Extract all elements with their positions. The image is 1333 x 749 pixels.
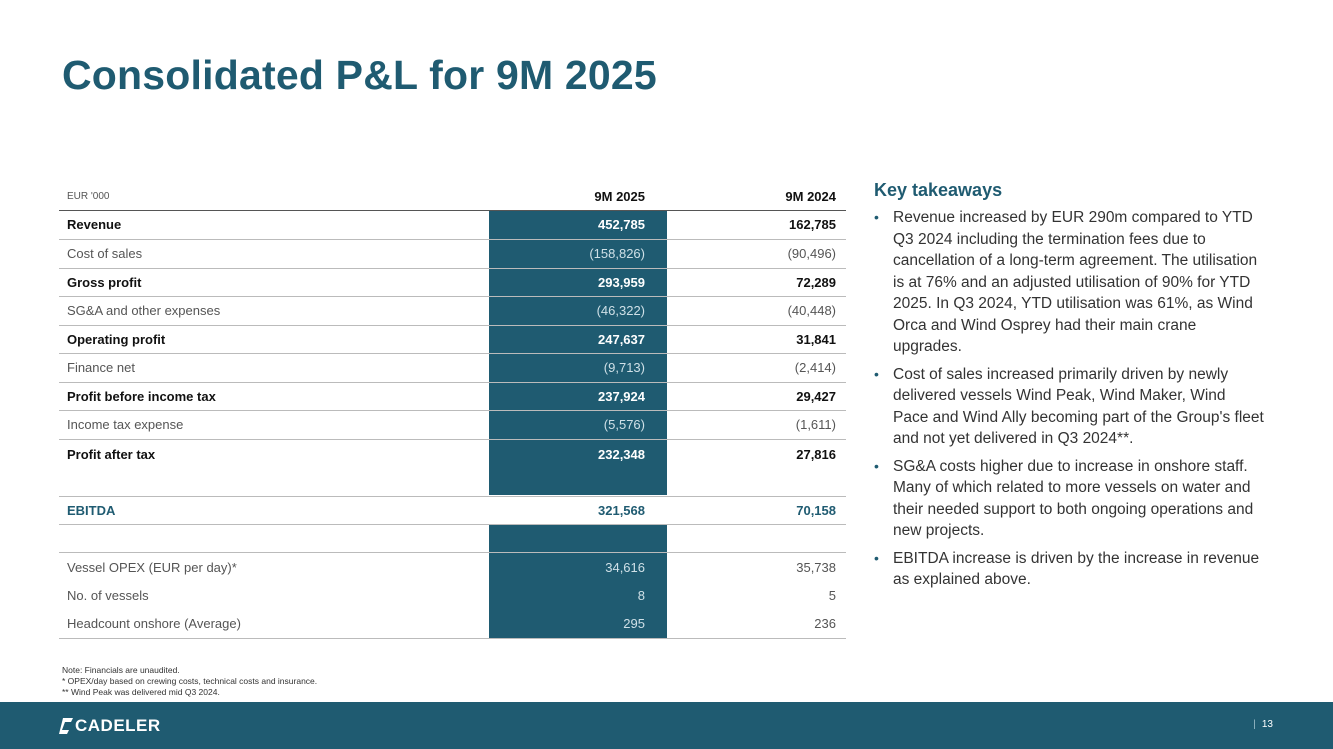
page-number-value: 13 [1261, 719, 1273, 730]
row-label: Headcount onshore (Average) [67, 616, 241, 632]
row-value-2024: 236 [814, 616, 836, 632]
takeaways-heading: Key takeaways [874, 180, 1003, 200]
row-label: Cost of sales [67, 246, 143, 262]
row-label: Profit before income tax [67, 388, 216, 404]
row-value-2024: (90,496) [787, 246, 836, 262]
row-label: Vessel OPEX (EUR per day)* [67, 559, 237, 575]
row-value-2025: 237,924 [598, 388, 645, 404]
column-header-9m-2024: 9M 2024 [785, 188, 836, 204]
table-row-revenue: Revenue 452,785 162,785 [59, 211, 846, 240]
highlight-column-spacer [489, 524, 667, 552]
bullet-icon: • [874, 549, 879, 566]
row-value-2025: (9,713) [603, 360, 645, 376]
logo-mark-icon [59, 718, 73, 734]
row-value-2024: 5 [828, 588, 836, 604]
table-header: EUR '000 9M 2025 9M 2024 [59, 182, 846, 211]
row-label: EBITDA [67, 502, 116, 518]
footnote: ** Wind Peak was delivered mid Q3 2024. [62, 687, 220, 697]
takeaway-text: Revenue increased by EUR 290m compared t… [893, 209, 1258, 355]
row-value-2025: 247,637 [598, 331, 645, 347]
footer-bar: CADELER | 13 [0, 702, 1333, 749]
row-value-2024: 31,841 [796, 331, 836, 347]
takeaway-text: Cost of sales increased primarily driven… [893, 365, 1264, 448]
takeaway-text: SG&A costs higher due to increase in ons… [893, 457, 1254, 540]
row-value-2025: 232,348 [598, 447, 645, 462]
takeaways-list: • Revenue increased by EUR 290m compared … [874, 207, 1264, 591]
row-value-2025: 293,959 [598, 274, 645, 290]
table-row-headcount: Headcount onshore (Average) 295 236 [59, 610, 846, 639]
row-value-2024: (2,414) [794, 360, 836, 376]
row-value-2024: 162,785 [789, 217, 836, 233]
page-title: Consolidated P&L for 9M 2025 [62, 52, 657, 98]
row-label: Profit after tax [67, 447, 156, 462]
row-value-2025: (5,576) [603, 417, 645, 433]
row-label: Gross profit [67, 274, 142, 290]
row-label: Operating profit [67, 331, 166, 347]
pl-table: EUR '000 9M 2025 9M 2024 Revenue 452,785… [59, 182, 846, 639]
bullet-icon: • [874, 365, 879, 382]
table-spacer [59, 525, 846, 553]
footnote: Note: Financials are unaudited. [62, 665, 180, 675]
table-row-sga: SG&A and other expenses (46,322) (40,448… [59, 297, 846, 326]
list-item: • Cost of sales increased primarily drive… [874, 364, 1264, 450]
row-value-2025: 321,568 [598, 502, 645, 518]
row-value-2024: 29,427 [796, 388, 836, 404]
table-row-profit-before-tax: Profit before income tax 237,924 29,427 [59, 382, 846, 411]
takeaway-text: EBITDA increase is driven by the increas… [893, 549, 1260, 589]
row-value-2024: (1,611) [795, 417, 836, 433]
unit-label: EUR '000 [67, 190, 110, 202]
list-item: • SG&A costs higher due to increase in on… [874, 456, 1264, 542]
table-row-income-tax: Income tax expense (5,576) (1,611) [59, 411, 846, 440]
company-logo: CADELER [59, 716, 161, 736]
row-value-2024: (40,448) [787, 303, 836, 319]
row-value-2025: 452,785 [598, 217, 645, 233]
table-row-cost-of-sales: Cost of sales (158,826) (90,496) [59, 240, 846, 269]
row-label: No. of vessels [67, 588, 149, 604]
page-separator: | [1253, 719, 1256, 730]
table-row-vessel-opex: Vessel OPEX (EUR per day)* 34,616 35,738 [59, 553, 846, 582]
footnotes: Note: Financials are unaudited. * OPEX/d… [62, 665, 317, 698]
table-row-gross-profit: Gross profit 293,959 72,289 [59, 268, 846, 297]
highlight-column-kpis [489, 553, 667, 638]
table-row-operating-profit: Operating profit 247,637 31,841 [59, 325, 846, 354]
row-value-2024: 72,289 [796, 274, 836, 290]
table-row-profit-after-tax: Profit after tax 232,348 27,816 [59, 439, 846, 496]
page-number: | 13 [1253, 719, 1273, 730]
row-value-2025: 295 [623, 616, 645, 632]
row-value-2024: 70,158 [796, 502, 836, 518]
row-value-2025: (46,322) [596, 303, 645, 319]
logo-text: CADELER [75, 716, 161, 735]
key-takeaways: Key takeaways • Revenue increased by EUR … [874, 180, 1264, 597]
row-label: Revenue [67, 217, 122, 233]
bullet-icon: • [874, 209, 879, 225]
list-item: • Revenue increased by EUR 290m compared … [874, 207, 1264, 358]
table-row-vessels: No. of vessels 8 5 [59, 582, 846, 611]
list-item: • EBITDA increase is driven by the increa… [874, 548, 1264, 591]
row-value-2025: 8 [637, 588, 645, 604]
row-value-2024: 27,816 [796, 447, 836, 462]
row-label: Finance net [67, 360, 135, 376]
bullet-icon: • [874, 457, 879, 474]
column-header-9m-2025: 9M 2025 [594, 188, 645, 204]
table-row-ebitda: EBITDA 321,568 70,158 [59, 496, 846, 525]
footnote: * OPEX/day based on crewing costs, techn… [62, 676, 318, 686]
table-row-finance-net: Finance net (9,713) (2,414) [59, 354, 846, 383]
row-label: SG&A and other expenses [67, 303, 221, 319]
row-label: Income tax expense [67, 417, 184, 433]
row-value-2025: 34,616 [605, 559, 645, 575]
row-value-2024: 35,738 [796, 559, 836, 575]
row-value-2025: (158,826) [589, 246, 645, 262]
